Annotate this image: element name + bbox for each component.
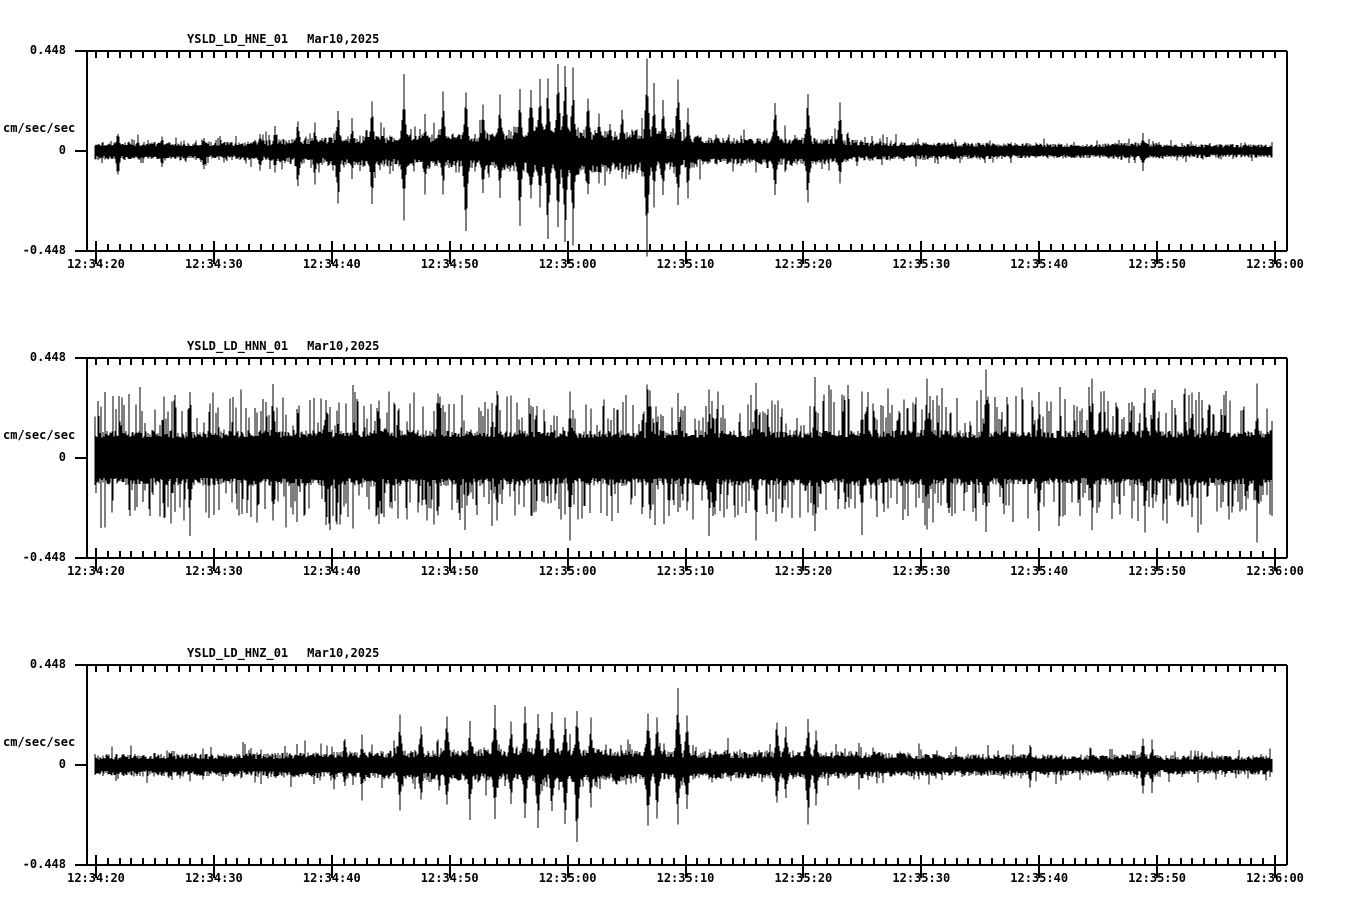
waveform-trace [94,688,1273,843]
axis-and-ticks [75,50,1288,264]
waveform-panel-YSLD_LD_HNE_01 [75,50,1288,264]
waveform-panel-YSLD_LD_HNZ_01 [75,664,1288,878]
axis-and-ticks [75,357,1288,571]
waveform-panel-YSLD_LD_HNN_01 [75,357,1288,571]
axis-and-ticks [75,664,1288,878]
waveform-trace [94,369,1273,543]
waveform-trace [94,58,1273,257]
